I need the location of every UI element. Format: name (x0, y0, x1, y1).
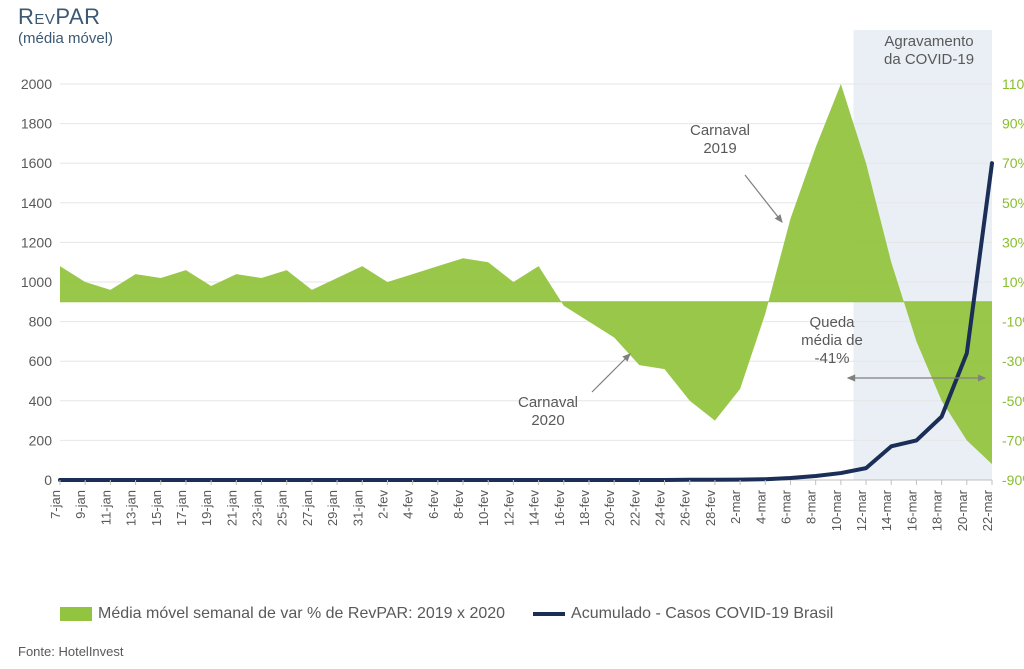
x-tick-label: 8-mar (804, 489, 819, 524)
y-right-tick: 50% (1002, 195, 1024, 211)
annotation-queda-media: -41% (814, 350, 849, 367)
x-tick-label: 10-mar (829, 489, 844, 531)
x-tick-label: 25-jan (275, 490, 290, 526)
annotation-arrow-carnaval-2019 (745, 175, 782, 222)
x-tick-label: 21-jan (224, 490, 239, 526)
highlight-band-label: da COVID-19 (884, 51, 974, 68)
annotation-carnaval-2019: Carnaval (690, 122, 750, 139)
x-tick-label: 12-fev (501, 490, 516, 527)
y-left-tick: 600 (29, 353, 53, 369)
y-left-tick: 1000 (21, 274, 52, 290)
annotation-queda-media: média de (801, 332, 863, 349)
y-right-tick: -90% (1002, 472, 1024, 488)
y-right-tick: 70% (1002, 155, 1024, 171)
x-tick-label: 19-jan (199, 490, 214, 526)
x-tick-label: 4-fev (401, 490, 416, 519)
annotation-carnaval-2020: 2020 (531, 412, 564, 429)
y-left-tick: 1400 (21, 195, 52, 211)
x-tick-label: 16-fev (552, 490, 567, 527)
legend-item-line: Acumulado - Casos COVID-19 Brasil (533, 605, 833, 623)
y-right-tick: 10% (1002, 274, 1024, 290)
y-right-tick: 30% (1002, 234, 1024, 250)
annotation-carnaval-2020: Carnaval (518, 394, 578, 411)
legend-item-area: Média móvel semanal de var % de RevPAR: … (60, 605, 505, 623)
y-right-tick: -10% (1002, 314, 1024, 330)
annotation-queda-media: Queda (809, 314, 855, 331)
x-tick-label: 7-jan (48, 490, 63, 519)
x-tick-label: 18-mar (930, 489, 945, 531)
y-right-tick: -30% (1002, 353, 1024, 369)
highlight-band-label: Agravamento (884, 33, 973, 50)
y-left-tick: 1200 (21, 234, 52, 250)
y-left-tick: 400 (29, 393, 53, 409)
x-tick-label: 29-jan (325, 490, 340, 526)
legend: Média móvel semanal de var % de RevPAR: … (60, 605, 833, 623)
x-tick-label: 11-jan (98, 490, 113, 525)
legend-swatch-line (533, 612, 565, 616)
x-tick-label: 13-jan (124, 490, 139, 526)
x-tick-label: 2-mar (728, 489, 743, 524)
y-left-tick: 0 (44, 472, 52, 488)
y-right-tick: 90% (1002, 116, 1024, 132)
x-tick-label: 20-mar (955, 489, 970, 531)
x-tick-label: 26-fev (678, 490, 693, 527)
x-tick-label: 6-mar (778, 489, 793, 524)
x-tick-label: 17-jan (174, 490, 189, 526)
y-left-tick: 1800 (21, 116, 52, 132)
x-tick-label: 6-fev (426, 490, 441, 519)
x-tick-label: 9-jan (73, 490, 88, 519)
y-left-tick: 1600 (21, 155, 52, 171)
x-tick-label: 28-fev (703, 490, 718, 527)
chart-svg: Agravamentoda COVID-19 0 200 400 600 800 1000 1… (0, 0, 1024, 560)
x-tick-label: 2-fev (375, 490, 390, 519)
y-right-tick: 110% (1002, 76, 1024, 92)
legend-label-line: Acumulado - Casos COVID-19 Brasil (571, 605, 833, 623)
source-text: Fonte: HotelInvest (18, 644, 124, 659)
x-tick-label: 14-mar (879, 489, 894, 531)
y-right-tick: -50% (1002, 393, 1024, 409)
y-right-tick: -70% (1002, 432, 1024, 448)
chart-container: { "title": "RevPAR", "title_fontsize": 2… (0, 0, 1024, 669)
x-tick-label: 14-fev (527, 490, 542, 527)
x-tick-label: 10-fev (476, 490, 491, 527)
legend-label-area: Média móvel semanal de var % de RevPAR: … (98, 605, 505, 623)
annotation-carnaval-2019: 2019 (703, 140, 736, 157)
annotation-arrow-carnaval-2020 (592, 354, 630, 392)
y-left-tick: 2000 (21, 76, 52, 92)
x-tick-label: 31-jan (350, 490, 365, 526)
x-tick-label: 23-jan (250, 490, 265, 526)
x-tick-label: 27-jan (300, 490, 315, 526)
x-tick-label: 4-mar (753, 489, 768, 524)
x-tick-label: 24-fev (653, 490, 668, 527)
x-tick-label: 22-mar (980, 489, 995, 531)
y-left-tick: 200 (29, 432, 53, 448)
x-tick-label: 18-fev (577, 490, 592, 527)
x-tick-label: 12-mar (854, 489, 869, 531)
x-tick-label: 8-fev (451, 490, 466, 519)
y-left-tick: 800 (29, 314, 53, 330)
x-tick-label: 15-jan (149, 490, 164, 526)
x-tick-label: 16-mar (904, 489, 919, 531)
legend-swatch-area (60, 607, 92, 621)
x-tick-label: 20-fev (602, 490, 617, 527)
x-tick-label: 22-fev (627, 490, 642, 527)
